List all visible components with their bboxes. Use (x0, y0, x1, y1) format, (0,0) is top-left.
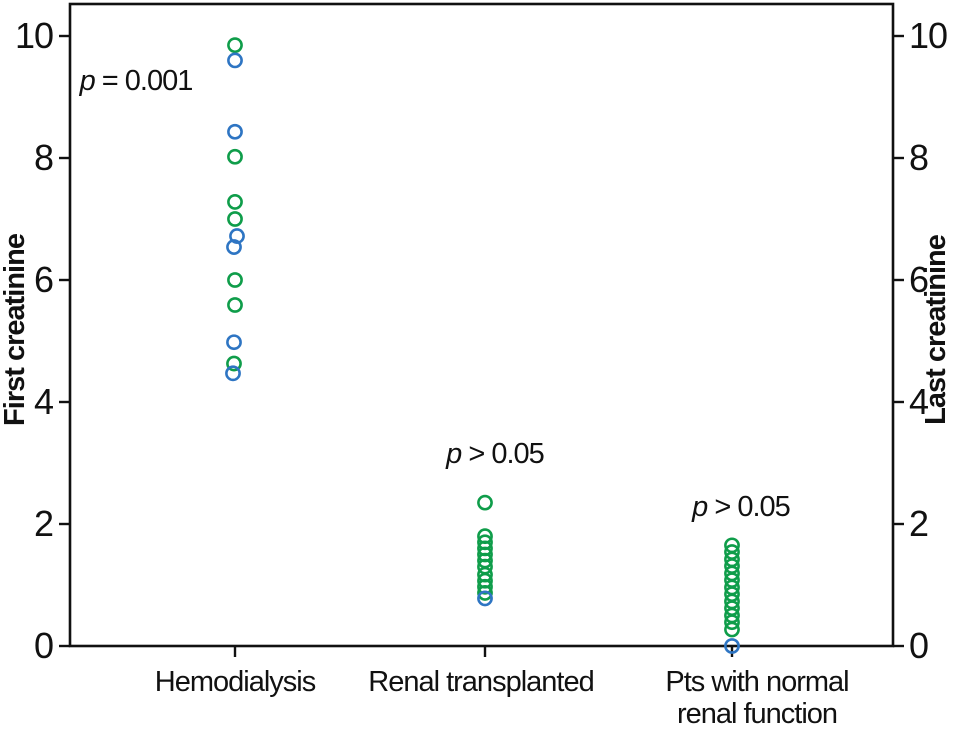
data-point-green-renal-transplanted (477, 585, 493, 601)
x-category-label-hemodialysis: Hemodialysis (155, 666, 316, 698)
p-value-annotation-hemodialysis: p = 0.001 (79, 65, 193, 97)
left-axis-title: First creatinine (0, 233, 31, 426)
data-point-blue-hemodialysis (226, 239, 242, 255)
left-y-tick-label: 0 (34, 625, 53, 666)
data-point-green-renal-transplanted (477, 578, 493, 595)
left-y-tick-label: 4 (34, 381, 53, 422)
plot-border (68, 2, 895, 648)
data-point-green-hemodialysis (227, 211, 243, 227)
right-axis-title: Last creatinine (920, 234, 952, 425)
data-point-blue-normal-renal-function (724, 638, 740, 654)
data-point-green-hemodialysis (227, 272, 243, 288)
left-y-tick-label: 8 (34, 137, 53, 178)
data-point-green-hemodialysis (227, 194, 243, 210)
data-point-green-hemodialysis (227, 148, 243, 165)
right-y-tick-label: 6 (909, 259, 928, 300)
data-point-green-hemodialysis (227, 37, 243, 54)
p-value-annotation-normal-renal-function: p > 0.05 (691, 491, 790, 523)
data-point-blue-renal-transplanted (477, 590, 493, 607)
left-y-tick-label: 2 (34, 503, 53, 544)
left-y-tick-label: 10 (15, 15, 53, 56)
left-y-tick-label: 6 (34, 259, 53, 300)
data-point-blue-hemodialysis (227, 123, 243, 140)
data-point-green-hemodialysis (227, 297, 243, 313)
right-y-tick-label: 0 (909, 625, 928, 666)
x-category-label-normal-renal-function: Pts with normal (665, 666, 848, 698)
data-point-blue-hemodialysis (225, 365, 241, 382)
data-point-blue-hemodialysis (227, 52, 243, 69)
data-point-green-normal-renal-function (724, 621, 740, 638)
data-point-blue-hemodialysis (226, 334, 242, 351)
p-value-annotation-renal-transplanted: p > 0.05 (445, 438, 544, 470)
data-point-green-normal-renal-function (724, 614, 740, 631)
right-y-tick-label: 8 (909, 137, 928, 178)
x-category-label-normal-renal-function: renal function (677, 698, 837, 729)
right-y-tick-label: 4 (909, 381, 928, 422)
right-y-tick-label: 10 (909, 15, 947, 56)
x-category-label-renal-transplanted: Renal transplanted (368, 666, 593, 698)
right-y-tick-label: 2 (909, 503, 928, 544)
data-point-green-hemodialysis (226, 355, 242, 372)
data-point-green-renal-transplanted (477, 494, 493, 511)
